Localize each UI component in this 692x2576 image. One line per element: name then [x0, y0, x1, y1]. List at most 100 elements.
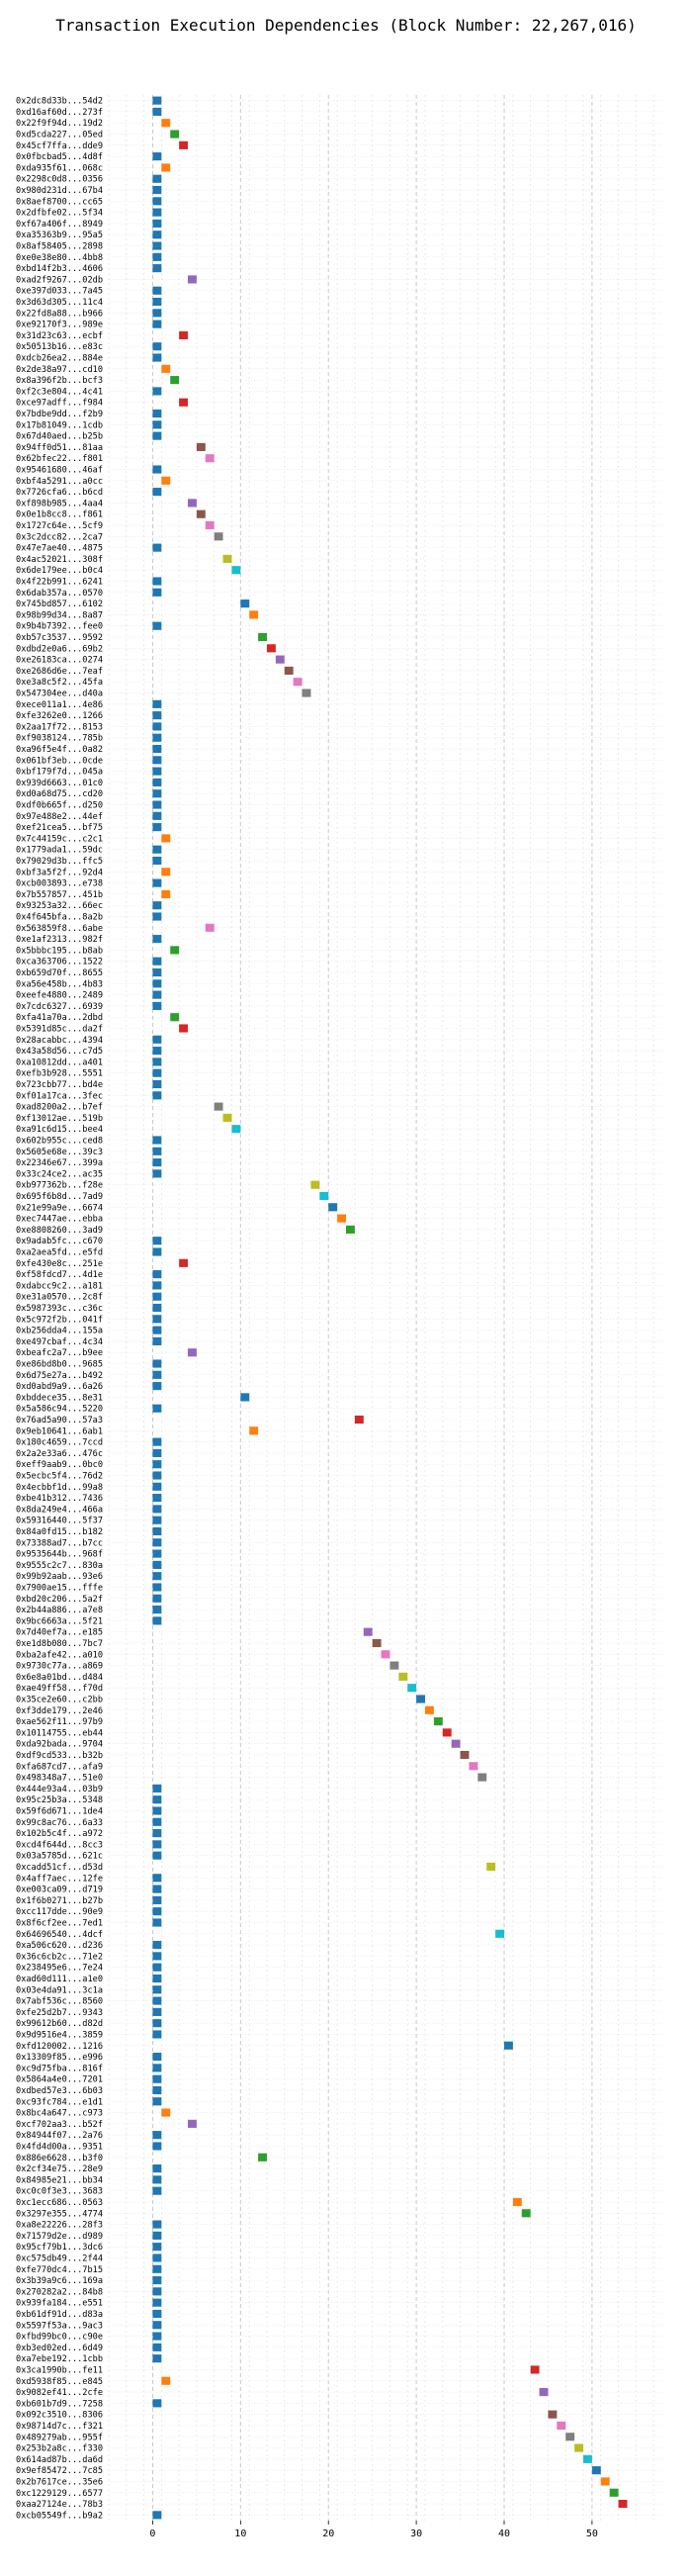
- tx-hash-label: 0xe397d033...7a45: [16, 287, 103, 297]
- transaction-bar: [152, 387, 162, 396]
- transaction-bar: [152, 756, 162, 765]
- transaction-bar: [231, 1125, 241, 1134]
- tx-hash-label: 0xbd14f2b3...4606: [16, 264, 103, 274]
- tx-hash-label: 0x238495e6...7e24: [16, 1964, 103, 1974]
- tx-hash-label: 0x180c4659...7ccd: [16, 1438, 103, 1448]
- tx-hash-label: 0x980d231d...67b4: [16, 186, 103, 196]
- transaction-bar: [240, 1393, 250, 1402]
- tx-hash-label: 0x31d23c63...ecbf: [16, 331, 103, 341]
- tx-hash-label: 0xf01a17ca...3fec: [16, 1091, 103, 1101]
- transaction-bar: [152, 912, 162, 921]
- tx-hash-label: 0xce97adff...f984: [16, 399, 103, 409]
- tx-hash-label: 0xfe3262e0...1266: [16, 711, 103, 721]
- transaction-bar: [152, 2231, 162, 2240]
- transaction-bar: [152, 420, 162, 429]
- tx-hash-label: 0xda935f61...068c: [16, 163, 103, 173]
- transaction-bar: [152, 767, 162, 776]
- tx-hash-label: 0xba2afe42...a010: [16, 1650, 103, 1660]
- tx-hash-label: 0x03e4da91...3c1a: [16, 1985, 103, 1995]
- transaction-bar: [161, 2108, 171, 2117]
- transaction-bar: [152, 2163, 162, 2173]
- tx-hash-label: 0x4f645bfa...8a2b: [16, 913, 103, 923]
- transaction-bar: [161, 163, 171, 172]
- tx-hash-label: 0xd0a68d75...cd20: [16, 789, 103, 799]
- transaction-bar: [565, 2433, 575, 2441]
- tx-hash-label: 0xf3dde179...2e46: [16, 1706, 103, 1716]
- transaction-bar: [574, 2443, 583, 2452]
- tx-hash-label: 0xef21cea5...bf75: [16, 823, 103, 833]
- tx-hash-label: 0x94ff0d51...81aa: [16, 443, 103, 453]
- tx-hash-label: 0xdbd2e0a6...69b2: [16, 644, 103, 654]
- transaction-bar: [152, 1538, 162, 1547]
- tx-hash-label: 0xfd120002...1216: [16, 2042, 103, 2052]
- transaction-bar: [425, 1705, 434, 1714]
- tx-hash-label: 0x2b7617ce...35e6: [16, 2477, 103, 2487]
- transaction-bar: [152, 733, 162, 742]
- transaction-bar: [152, 2511, 162, 2520]
- transaction-bar: [548, 2410, 558, 2419]
- transaction-bar: [319, 1191, 329, 1201]
- transaction-bar: [521, 2209, 531, 2218]
- tx-hash-label: 0xfe25d2b7...9343: [16, 2008, 103, 2018]
- transaction-bar: [249, 1426, 259, 1435]
- transaction-bar: [152, 431, 162, 440]
- tx-hash-label: 0xdabcc9c2...a181: [16, 1281, 103, 1291]
- transaction-bar: [152, 1068, 162, 1077]
- tx-hash-label: 0x444e93a4...03b9: [16, 1785, 103, 1794]
- transaction-bar: [152, 1996, 162, 2005]
- transaction-bar: [152, 901, 162, 910]
- transaction-bar: [152, 2399, 162, 2408]
- x-tick-label: 30: [410, 2529, 422, 2539]
- transaction-bar: [389, 1661, 399, 1670]
- transaction-bar: [152, 1292, 162, 1301]
- transaction-bar: [152, 1315, 162, 1324]
- transaction-bar: [152, 2287, 162, 2296]
- tx-hash-label: 0xe86bd8b0...9685: [16, 1359, 103, 1369]
- transaction-bar: [161, 476, 171, 485]
- transaction-bar: [161, 2376, 171, 2385]
- transaction-bar: [231, 566, 241, 575]
- transaction-bar: [205, 520, 215, 530]
- transaction-bar: [152, 979, 162, 988]
- tx-hash-label: 0xe3a8c5f2...45fa: [16, 678, 103, 688]
- transaction-bar: [152, 2243, 162, 2252]
- tx-hash-label: 0x5ecbc5f4...76d2: [16, 1471, 103, 1481]
- tx-hash-label: 0x2dfbfe02...5f34: [16, 209, 103, 219]
- transaction-bar: [258, 2153, 267, 2162]
- transaction-bar: [152, 1303, 162, 1313]
- tx-hash-label: 0x9eb10641...6ab1: [16, 1426, 103, 1436]
- transaction-bar: [161, 889, 171, 898]
- tx-hash-label: 0x9555c2c7...830a: [16, 1561, 103, 1571]
- transaction-bar: [152, 1494, 162, 1503]
- tx-hash-label: 0x03a5785d...621c: [16, 1852, 103, 1862]
- transaction-bar: [152, 2264, 162, 2273]
- tx-hash-label: 0xec7447ae...ebba: [16, 1215, 103, 1225]
- transaction-bar: [152, 2053, 162, 2062]
- tx-hash-label: 0xa96f5e4f...0a82: [16, 745, 103, 755]
- transaction-bar: [152, 1817, 162, 1826]
- tx-hash-label: 0xcc117dde...90e9: [16, 1907, 103, 1917]
- transaction-bar: [302, 689, 311, 697]
- tx-hash-label: 0x2a2e33a6...476c: [16, 1449, 103, 1459]
- transaction-bar: [240, 599, 250, 608]
- tx-hash-label: 0x939d6663...01c0: [16, 779, 103, 788]
- transaction-bar: [179, 398, 188, 407]
- tx-hash-label: 0x253b2a8c...f330: [16, 2444, 103, 2454]
- transaction-bar: [152, 789, 162, 798]
- tx-hash-label: 0xdcb26ea2...884e: [16, 354, 103, 364]
- transaction-bar: [170, 946, 180, 955]
- tx-hash-label: 0xae49ff58...f70d: [16, 1684, 103, 1694]
- tx-hash-label: 0xdf0b665f...d250: [16, 801, 103, 811]
- tx-hash-label: 0x5bbbc195...b8ab: [16, 946, 103, 956]
- tx-hash-label: 0xfa687cd7...afa9: [16, 1762, 103, 1772]
- tx-hash-label: 0xad2f9267...02db: [16, 275, 103, 285]
- tx-hash-label: 0x1f6b0271...b27b: [16, 1896, 103, 1906]
- transaction-bar: [442, 1728, 452, 1737]
- transaction-bar: [152, 1001, 162, 1010]
- tx-hash-label: 0x64696540...4dcf: [16, 1930, 103, 1940]
- transaction-bar: [152, 2175, 162, 2184]
- transaction-bar: [152, 1326, 162, 1334]
- tx-hash-label: 0x7cdc6327...6939: [16, 1002, 103, 1012]
- tx-hash-label: 0x2cf34e75...28e9: [16, 2164, 103, 2174]
- transaction-bar: [152, 309, 162, 318]
